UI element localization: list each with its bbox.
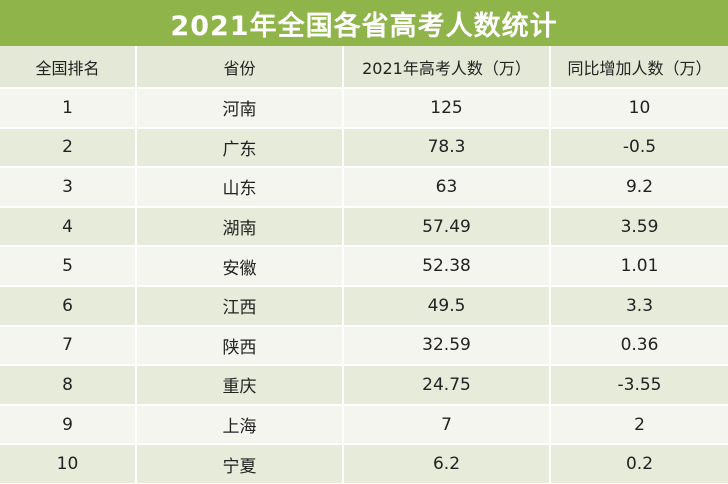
rank-cell: 4 (0, 206, 137, 248)
table-row: 2 广东 78.3 -0.5 (0, 127, 728, 169)
increase-cell: 1.01 (550, 246, 728, 287)
page-title: 2021年全国各省高考人数统计 (170, 10, 558, 42)
header-rank: 全国排名 (0, 46, 137, 89)
table-row: 10 宁夏 6.2 0.2 (0, 444, 728, 484)
rank-cell: 7 (0, 325, 137, 367)
table-row: 1 河南 125 10 (0, 88, 728, 129)
header-examinees: 2021年高考人数（万） (343, 46, 551, 89)
province-cell: 重庆 (136, 365, 344, 406)
examinees-cell: 125 (343, 88, 551, 129)
rank-cell: 2 (0, 127, 137, 169)
examinees-cell: 24.75 (343, 365, 551, 406)
header-province: 省份 (136, 46, 344, 89)
increase-cell: -3.55 (550, 365, 728, 406)
examinees-cell: 49.5 (343, 285, 551, 327)
rank-cell: 9 (0, 404, 137, 446)
table-row: 7 陕西 32.59 0.36 (0, 325, 728, 367)
province-cell: 陕西 (136, 325, 344, 367)
province-cell: 安徽 (136, 246, 344, 287)
province-cell: 河南 (136, 88, 344, 129)
province-cell: 湖南 (136, 206, 344, 248)
increase-cell: 10 (550, 88, 728, 129)
province-cell: 广东 (136, 127, 344, 169)
increase-cell: 0.36 (550, 325, 728, 367)
table-row: 9 上海 7 2 (0, 404, 728, 446)
table-row: 8 重庆 24.75 -3.55 (0, 365, 728, 406)
province-cell: 宁夏 (136, 444, 344, 484)
examinees-cell: 63 (343, 167, 551, 208)
province-cell: 上海 (136, 404, 344, 446)
rank-cell: 10 (0, 444, 137, 484)
table-row: 3 山东 63 9.2 (0, 167, 728, 208)
rank-cell: 1 (0, 88, 137, 129)
title-bar: 2021年全国各省高考人数统计 (0, 0, 728, 46)
rank-cell: 8 (0, 365, 137, 406)
examinees-cell: 32.59 (343, 325, 551, 367)
examinees-cell: 78.3 (343, 127, 551, 169)
table-row: 5 安徽 52.38 1.01 (0, 246, 728, 287)
increase-cell: 9.2 (550, 167, 728, 208)
rank-cell: 5 (0, 246, 137, 287)
examinees-cell: 57.49 (343, 206, 551, 248)
data-table: 全国排名 省份 2021年高考人数（万） 同比增加人数（万） 1 河南 125 … (0, 46, 728, 484)
rank-cell: 3 (0, 167, 137, 208)
province-cell: 山东 (136, 167, 344, 208)
province-cell: 江西 (136, 285, 344, 327)
header-increase: 同比增加人数（万） (550, 46, 728, 89)
examinees-cell: 6.2 (343, 444, 551, 484)
increase-cell: 3.59 (550, 206, 728, 248)
examinees-cell: 52.38 (343, 246, 551, 287)
table-row: 6 江西 49.5 3.3 (0, 285, 728, 327)
increase-cell: 2 (550, 404, 728, 446)
rank-cell: 6 (0, 285, 137, 327)
examinees-cell: 7 (343, 404, 551, 446)
table-header-row: 全国排名 省份 2021年高考人数（万） 同比增加人数（万） (0, 46, 728, 89)
increase-cell: 0.2 (550, 444, 728, 484)
increase-cell: 3.3 (550, 285, 728, 327)
table-row: 4 湖南 57.49 3.59 (0, 206, 728, 248)
increase-cell: -0.5 (550, 127, 728, 169)
